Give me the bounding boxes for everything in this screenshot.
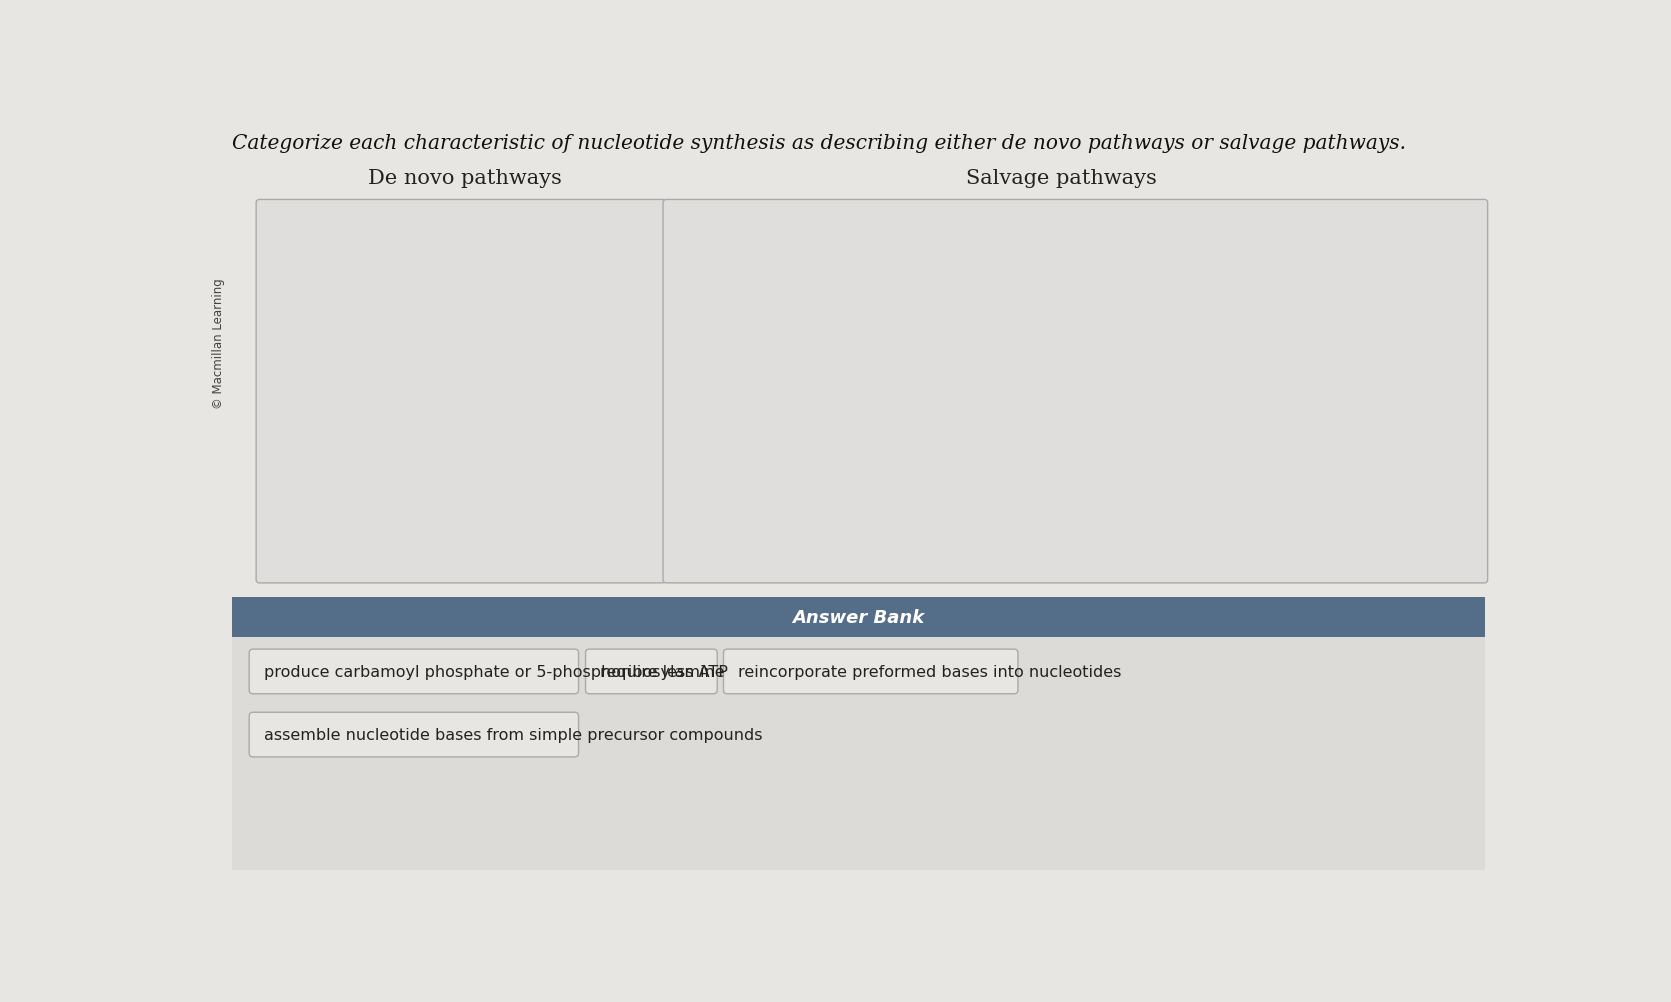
Text: Answer Bank: Answer Bank	[792, 608, 924, 626]
Text: Salvage pathways: Salvage pathways	[966, 169, 1156, 188]
Text: assemble nucleotide bases from simple precursor compounds: assemble nucleotide bases from simple pr…	[264, 727, 762, 742]
Text: reincorporate preformed bases into nucleotides: reincorporate preformed bases into nucle…	[739, 664, 1121, 679]
Text: require less ATP: require less ATP	[600, 664, 729, 679]
FancyBboxPatch shape	[663, 200, 1487, 583]
FancyBboxPatch shape	[249, 712, 578, 758]
Text: De novo pathways: De novo pathways	[368, 169, 561, 188]
FancyBboxPatch shape	[249, 649, 578, 694]
FancyBboxPatch shape	[232, 597, 1484, 871]
Text: © Macmillan Learning: © Macmillan Learning	[212, 278, 224, 409]
FancyBboxPatch shape	[585, 649, 717, 694]
FancyBboxPatch shape	[232, 597, 1484, 637]
FancyBboxPatch shape	[256, 200, 665, 583]
Text: Categorize each characteristic of nucleotide synthesis as describing either de n: Categorize each characteristic of nucleo…	[232, 134, 1405, 153]
FancyBboxPatch shape	[724, 649, 1018, 694]
Text: produce carbamoyl phosphate or 5-phosphoribosylamine: produce carbamoyl phosphate or 5-phospho…	[264, 664, 725, 679]
